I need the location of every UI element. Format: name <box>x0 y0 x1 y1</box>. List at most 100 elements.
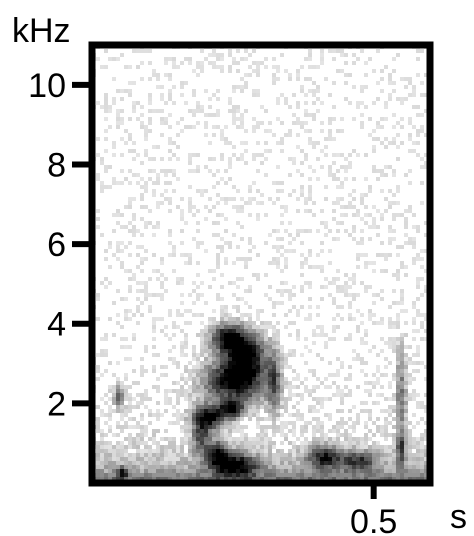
spectrogram-cell <box>404 409 408 413</box>
spectrogram-cell <box>240 317 244 321</box>
spectrogram-cell <box>280 397 284 401</box>
spectrogram-cell <box>140 465 144 469</box>
spectrogram-cell <box>188 461 192 465</box>
spectrogram-cell <box>236 393 240 397</box>
spectrogram-cell <box>360 369 364 373</box>
spectrogram-cell <box>208 317 212 321</box>
spectrogram-cell <box>148 449 152 453</box>
spectrogram-cell <box>132 109 136 113</box>
spectrogram-cell <box>164 445 168 449</box>
spectrogram-cell <box>148 293 152 297</box>
spectrogram-cell <box>220 153 224 157</box>
spectrogram-cell <box>276 373 280 377</box>
spectrogram-cell <box>416 353 420 357</box>
spectrogram-cell <box>420 165 424 169</box>
spectrogram-cell <box>284 477 288 481</box>
spectrogram-cell <box>264 129 268 133</box>
spectrogram-cell <box>240 197 244 201</box>
spectrogram-cell <box>412 453 416 457</box>
spectrogram-cell <box>100 161 104 165</box>
spectrogram-cell <box>240 417 244 421</box>
spectrogram-cell <box>116 389 120 393</box>
spectrogram-cell <box>240 121 244 125</box>
spectrogram-cell <box>308 349 312 353</box>
spectrogram-cell <box>348 313 352 317</box>
spectrogram-cell <box>260 365 264 369</box>
spectrogram-cell <box>136 425 140 429</box>
spectrogram-cell <box>128 433 132 437</box>
spectrogram-cell <box>188 253 192 257</box>
spectrogram-cell <box>136 309 140 313</box>
spectrogram-cell <box>320 437 324 441</box>
spectrogram-cell <box>244 461 248 465</box>
spectrogram-cell <box>340 305 344 309</box>
spectrogram-cell <box>104 369 108 373</box>
spectrogram-cell <box>200 417 204 421</box>
spectrogram-cell <box>260 337 264 341</box>
spectrogram-cell <box>260 477 264 481</box>
spectrogram-cell <box>396 449 400 453</box>
spectrogram-cell <box>192 437 196 441</box>
spectrogram-cell <box>312 93 316 97</box>
spectrogram-cell <box>384 437 388 441</box>
spectrogram-cell <box>208 373 212 377</box>
spectrogram-cell <box>308 465 312 469</box>
spectrogram-cell <box>272 341 276 345</box>
spectrogram-cell <box>180 313 184 317</box>
spectrogram-cell <box>408 373 412 377</box>
spectrogram-cell <box>236 445 240 449</box>
spectrogram-cell <box>424 269 428 273</box>
spectrogram-cell <box>360 449 364 453</box>
spectrogram-cell <box>232 461 236 465</box>
spectrogram-cell <box>248 341 252 345</box>
spectrogram-cell <box>424 421 428 425</box>
spectrogram-cell <box>180 449 184 453</box>
spectrogram-cell <box>184 429 188 433</box>
spectrogram-cell <box>308 421 312 425</box>
spectrogram-cell <box>140 453 144 457</box>
spectrogram-cell <box>324 153 328 157</box>
spectrogram-cell <box>148 309 152 313</box>
spectrogram-cell <box>144 133 148 137</box>
spectrogram-cell <box>324 453 328 457</box>
spectrogram-cell <box>244 381 248 385</box>
spectrogram-cell <box>324 377 328 381</box>
spectrogram-cell <box>300 265 304 269</box>
spectrogram-cell <box>116 241 120 245</box>
spectrogram-cell <box>124 225 128 229</box>
spectrogram-cell <box>152 169 156 173</box>
spectrogram-cell <box>232 453 236 457</box>
spectrogram-cell <box>144 445 148 449</box>
spectrogram-cell <box>176 361 180 365</box>
spectrogram-cell <box>264 369 268 373</box>
spectrogram-cell <box>352 357 356 361</box>
spectrogram-cell <box>252 373 256 377</box>
spectrogram-cell <box>192 429 196 433</box>
spectrogram-cell <box>140 357 144 361</box>
spectrogram-cell <box>192 169 196 173</box>
spectrogram-cell <box>376 417 380 421</box>
spectrogram-cell <box>216 361 220 365</box>
spectrogram-cell <box>316 449 320 453</box>
spectrogram-cell <box>412 477 416 481</box>
spectrogram-cell <box>280 389 284 393</box>
spectrogram-cell <box>204 409 208 413</box>
spectrogram-cell <box>140 433 144 437</box>
spectrogram-cell <box>276 393 280 397</box>
spectrogram-cell <box>244 81 248 85</box>
spectrogram-cell <box>272 369 276 373</box>
spectrogram-cell <box>184 421 188 425</box>
spectrogram-cell <box>344 293 348 297</box>
spectrogram-cell <box>248 437 252 441</box>
spectrogram-cell <box>392 449 396 453</box>
spectrogram-cell <box>104 101 108 105</box>
spectrogram-cell <box>196 61 200 65</box>
spectrogram-cell <box>308 409 312 413</box>
spectrogram-cell <box>100 457 104 461</box>
spectrogram-cell <box>240 409 244 413</box>
spectrogram-cell <box>408 149 412 153</box>
spectrogram-cell <box>196 357 200 361</box>
spectrogram-cell <box>212 61 216 65</box>
spectrogram-cell <box>160 201 164 205</box>
spectrogram-cell <box>400 425 404 429</box>
